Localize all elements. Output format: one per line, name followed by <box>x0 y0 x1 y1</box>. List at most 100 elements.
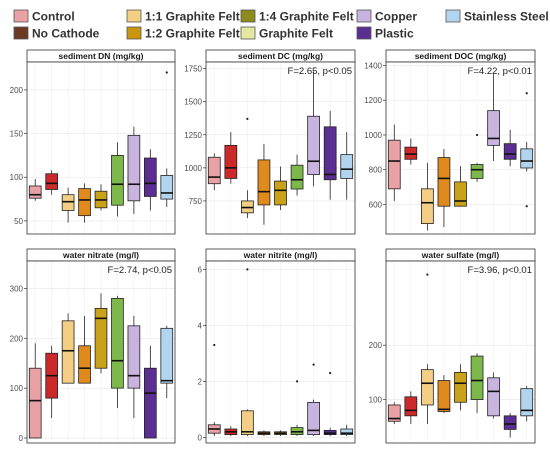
box <box>404 391 418 424</box>
legend-swatch <box>240 26 256 40</box>
y-tick-label: 100 <box>369 396 383 405</box>
panels: sediment DN (mg/kg) 50 100 150 200 sediment D… <box>10 49 536 444</box>
box <box>290 380 304 436</box>
box-body <box>454 371 467 403</box>
legend-label: Plastic <box>375 27 414 41</box>
outlier-point <box>213 343 216 347</box>
y-tick-label: 300 <box>10 284 24 293</box>
box <box>323 110 337 200</box>
legend-swatch <box>356 9 372 23</box>
legend-label: 1:4 Graphite Felt <box>259 10 354 24</box>
legend-item: Stainless Steel <box>445 9 549 24</box>
box-body <box>28 367 42 439</box>
box <box>487 74 500 162</box>
box <box>387 402 401 424</box>
stat-annotation: F=2.65, p<0.05 <box>288 66 352 77</box>
plot-border <box>385 260 536 444</box>
y-tick-label: 200 <box>10 86 24 95</box>
box-body <box>144 157 157 197</box>
box <box>290 154 304 196</box>
panel-title: sediment DC (mg/kg) <box>238 51 323 61</box>
box-body <box>111 297 124 389</box>
legend-item: Plastic <box>356 27 414 41</box>
y-tick-label: 1200 <box>364 96 382 105</box>
box-body <box>470 164 484 179</box>
y-tick-label: 100 <box>10 173 24 182</box>
outlier-point <box>295 380 299 383</box>
box <box>144 149 157 211</box>
outlier-point <box>246 117 249 120</box>
legend-label: Control <box>32 10 75 24</box>
box <box>257 430 271 436</box>
box <box>241 268 254 436</box>
box-body <box>274 180 287 206</box>
outlier-point <box>475 133 479 137</box>
box <box>323 371 337 436</box>
box <box>207 153 221 191</box>
legend-label: Graphite Felt <box>259 27 333 41</box>
legend-swatch <box>445 9 461 23</box>
box <box>94 293 108 374</box>
box-body <box>78 345 91 384</box>
box <box>224 132 238 184</box>
box <box>307 363 320 436</box>
outlier-point <box>246 268 249 271</box>
panel-title: sediment DN (mg/kg) <box>58 51 143 61</box>
outlier-point <box>312 363 315 366</box>
legend-label: Copper <box>375 10 417 24</box>
box <box>274 430 287 436</box>
box <box>160 325 174 399</box>
stat-annotation: F=2.74, p<0.05 <box>108 265 172 276</box>
box <box>127 315 141 419</box>
box <box>487 372 500 419</box>
outlier-point <box>329 371 332 375</box>
box <box>94 184 108 211</box>
y-tick-label: 50 <box>14 217 23 226</box>
y-tick-label: 0 <box>198 433 203 442</box>
box <box>160 71 174 207</box>
box <box>61 313 75 384</box>
y-tick-label: 200 <box>10 334 24 343</box>
box <box>28 343 42 439</box>
legend-item: No Cathode <box>13 27 100 41</box>
panel: water sulfate (mg/l) 100 200 F=3.96, p<0.01 <box>369 248 536 444</box>
box-body <box>160 327 174 384</box>
panel: water nitrate (mg/l) 0 100 200 300 F=2.74, p<… <box>10 248 176 444</box>
box <box>224 426 238 436</box>
box-body <box>487 377 500 417</box>
box-body <box>437 157 451 207</box>
outlier-point <box>426 273 429 276</box>
legend-item: Copper <box>356 9 417 24</box>
box <box>274 166 287 211</box>
box <box>207 343 221 436</box>
y-tick-label: 1750 <box>184 65 202 74</box>
box <box>421 162 434 231</box>
box <box>387 124 401 201</box>
box-body <box>421 188 434 224</box>
box <box>61 187 75 223</box>
y-tick-label: 4 <box>198 321 203 330</box>
plot-border <box>26 61 176 235</box>
box-body <box>61 194 75 211</box>
outlier-point <box>165 71 168 74</box>
box <box>257 144 271 225</box>
box-body <box>61 320 75 384</box>
box-body <box>307 115 320 175</box>
box-body <box>94 307 108 369</box>
box-body <box>454 181 467 207</box>
plot-border <box>26 260 176 444</box>
box <box>421 273 434 424</box>
y-tick-label: 1000 <box>364 131 382 140</box>
y-tick-label: 150 <box>10 130 24 139</box>
panel-title: water nitrite (mg/l) <box>243 250 318 260</box>
box-body <box>224 144 238 179</box>
box-body <box>323 126 337 181</box>
box-body <box>127 325 141 389</box>
box <box>45 345 58 419</box>
box-body <box>503 143 517 160</box>
box-body <box>111 155 124 206</box>
box-body <box>487 110 500 146</box>
box-body <box>437 380 451 412</box>
box-body <box>387 404 401 422</box>
plot-border <box>385 61 536 235</box>
